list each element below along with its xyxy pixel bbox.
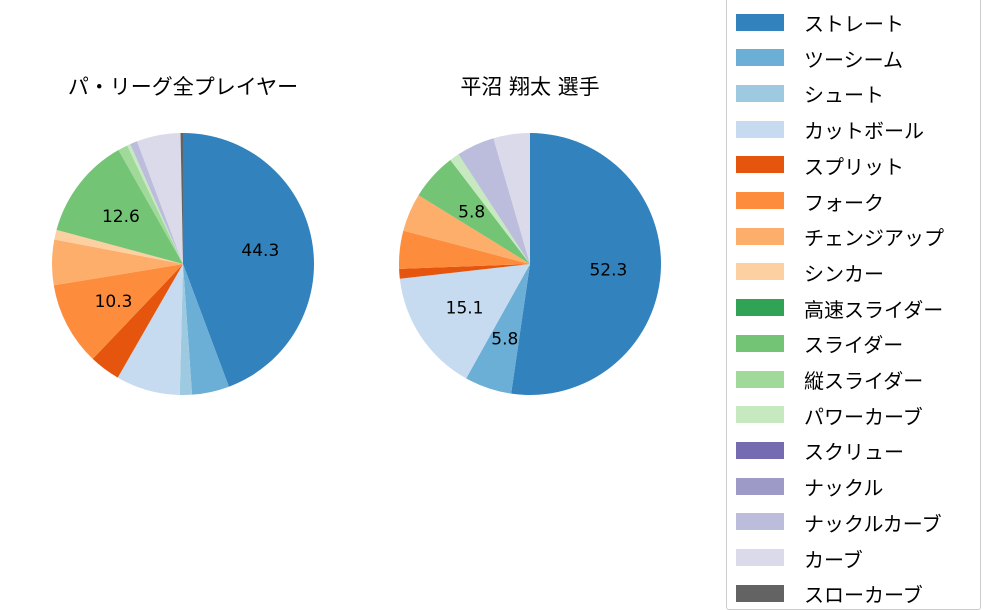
legend-label: チェンジアップ [804, 226, 944, 251]
pie-slice [399, 264, 530, 379]
pie-slice [92, 264, 183, 378]
legend-item: スライダー [727, 331, 980, 358]
legend-item: ストレート [727, 10, 980, 36]
slice-value-label: 44.3 [241, 241, 279, 261]
legend-swatch [736, 84, 784, 102]
pie-slice [180, 133, 183, 264]
slice-value-label: 15.1 [446, 299, 484, 319]
legend-label: シンカー [804, 261, 884, 286]
legend-swatch [736, 227, 784, 245]
legend-label: フォーク [804, 190, 884, 215]
pie-slice [403, 195, 530, 264]
legend-swatch [736, 477, 784, 495]
legend-swatch [736, 584, 784, 602]
pie-slice [56, 150, 183, 264]
legend: ストレートツーシームシュートカットボール スプリットフォークチェンジアップ シンカー… [726, 0, 981, 610]
pie-slice [418, 159, 530, 264]
legend-item: スプリット [727, 153, 980, 179]
legend-item: 高速スライダー [727, 296, 980, 322]
legend-swatch [736, 441, 784, 459]
pie-slice [399, 230, 530, 269]
legend-swatch [736, 334, 784, 352]
legend-label: カットボール [804, 119, 924, 144]
pie-slice [458, 138, 530, 264]
legend-item: ナックル [727, 474, 980, 501]
legend-item: スクリュー [727, 438, 980, 465]
legend-item: ツーシーム [727, 46, 980, 72]
slice-value-label: 12.6 [102, 207, 140, 227]
legend-swatch [736, 120, 784, 138]
pie-charts: 44.3 10.3 12.6 52.3 5.8 15.1 5.8 [52, 133, 662, 395]
legend-label: スローカーブ [804, 583, 923, 608]
legend-label: ストレート [804, 12, 904, 36]
pie-slice [399, 264, 530, 279]
pie-slice [52, 239, 184, 286]
legend-label: 縦スライダー [804, 369, 924, 393]
legend-label: スクリュー [804, 440, 904, 465]
legend-item: ナックルカーブ [727, 510, 980, 536]
pie-slice [511, 133, 662, 395]
legend-swatch [736, 13, 784, 31]
legend-swatch [736, 263, 784, 281]
legend-swatch [736, 406, 784, 424]
legend-item: チェンジアップ [727, 224, 980, 251]
pie-slice [493, 133, 530, 264]
legend-swatch [736, 156, 784, 174]
pie-slice [183, 264, 229, 395]
legend-swatch [736, 549, 784, 566]
pie-slice [54, 229, 183, 264]
legend-label: スライダー [804, 333, 904, 358]
pie-slice [137, 133, 183, 264]
legend-label: カーブ [804, 547, 863, 572]
right-chart-title: 平沼 翔太 選手 [460, 75, 600, 99]
legend-item: 縦スライダー [727, 367, 980, 393]
slice-value-label: 52.3 [589, 261, 627, 281]
legend-swatch [736, 513, 784, 531]
pie-slice [117, 264, 183, 395]
pie-slice [118, 145, 183, 264]
legend-label: シュート [804, 83, 884, 108]
legend-swatch [736, 49, 784, 67]
legend-item: パワーカーブ [727, 403, 980, 429]
pie-right: 52.3 5.8 15.1 5.8 [399, 133, 662, 395]
legend-swatch [736, 370, 784, 388]
pie-left: 44.3 10.3 12.6 [52, 133, 315, 395]
legend-swatch [736, 192, 784, 209]
pie-slice [183, 133, 315, 387]
legend-label: ナックル [804, 476, 884, 501]
legend-item: スローカーブ [727, 581, 980, 608]
legend-item: シンカー [727, 260, 980, 286]
slice-value-label: 5.8 [458, 202, 485, 222]
legend-item: フォーク [727, 189, 980, 215]
legend-item: シュート [727, 81, 980, 108]
legend-label: パワーカーブ [804, 404, 923, 429]
legend-label: ナックルカーブ [804, 511, 942, 536]
pie-slice [53, 264, 183, 359]
legend-label: スプリット [804, 154, 904, 179]
pie-slice [179, 264, 193, 395]
legend-item: カーブ [727, 546, 980, 572]
legend-label: 高速スライダー [804, 297, 944, 322]
slice-value-label: 10.3 [95, 292, 133, 312]
legend-label: ツーシーム [804, 47, 903, 72]
slice-value-label: 5.8 [491, 329, 518, 349]
legend-swatch [736, 299, 784, 317]
pie-slice [450, 154, 530, 264]
left-chart-title: パ・リーグ全プレイヤー [67, 75, 299, 99]
pie-slice [130, 141, 183, 264]
pie-slice [127, 144, 183, 264]
pie-slice [466, 264, 530, 394]
legend-item: カットボール [727, 117, 980, 144]
